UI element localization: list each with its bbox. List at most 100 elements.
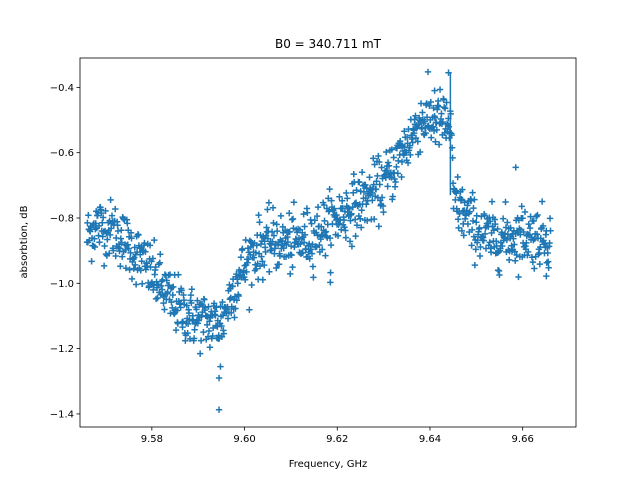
data-point (100, 262, 108, 270)
data-point (117, 263, 124, 270)
data-point (379, 202, 387, 210)
data-point (346, 205, 353, 213)
data-point (150, 282, 157, 289)
data-point (374, 172, 381, 180)
data-point (511, 241, 518, 248)
data-point (364, 217, 371, 224)
data-point (284, 238, 292, 246)
data-point (248, 281, 255, 289)
x-axis: 9.58 9.60 9.62 9.64 9.66 (141, 427, 534, 445)
data-point (366, 174, 373, 181)
data-point (322, 252, 329, 259)
data-point (95, 232, 102, 239)
data-point (316, 241, 323, 249)
data-point (357, 215, 364, 222)
data-point (438, 110, 445, 117)
data-point (270, 219, 277, 227)
data-point (515, 273, 522, 281)
data-point (265, 199, 273, 206)
data-point (459, 186, 466, 193)
y-tick-label: −0.8 (50, 214, 74, 225)
data-point (352, 232, 359, 240)
data-point (164, 288, 171, 296)
data-point (385, 162, 393, 169)
x-axis-label: Frequency, GHz (289, 459, 368, 470)
data-point (91, 235, 98, 243)
data-point (256, 262, 264, 270)
data-point (358, 207, 365, 214)
data-point (128, 235, 135, 242)
data-point (533, 231, 541, 238)
data-point (135, 231, 142, 239)
x-tick-label: 9.58 (141, 434, 163, 445)
data-point (488, 198, 496, 205)
data-point (279, 223, 286, 231)
data-point (470, 233, 478, 240)
data-point (503, 236, 511, 244)
data-point (269, 238, 276, 245)
data-point (300, 239, 308, 246)
data-point (152, 263, 159, 271)
data-point (268, 246, 275, 254)
data-point (98, 209, 105, 217)
data-point (151, 236, 158, 244)
data-point (270, 232, 278, 239)
data-point (210, 300, 218, 307)
data-point (394, 170, 402, 177)
data-point (339, 204, 346, 212)
data-point (342, 227, 349, 234)
data-point (398, 158, 406, 166)
data-point (380, 208, 387, 216)
data-point (290, 199, 298, 206)
data-point (117, 235, 125, 242)
data-point (131, 244, 138, 251)
data-point (435, 97, 442, 105)
data-point (286, 209, 293, 217)
data-point (390, 154, 397, 161)
data-point (326, 234, 334, 242)
data-point (92, 220, 99, 227)
data-point (299, 249, 306, 257)
data-point (481, 230, 489, 238)
data-point (256, 219, 263, 226)
data-point (311, 217, 318, 224)
data-point (456, 210, 463, 217)
data-point (502, 198, 509, 206)
data-point (407, 151, 414, 159)
data-point (317, 235, 325, 243)
data-point (335, 220, 343, 227)
data-point (141, 239, 148, 247)
data-point (237, 254, 245, 261)
data-point (436, 86, 444, 93)
data-point (132, 281, 140, 288)
data-point (464, 202, 471, 209)
data-point (144, 263, 151, 270)
data-point (403, 133, 411, 141)
data-point (370, 155, 377, 162)
data-point (224, 315, 232, 322)
data-point (200, 328, 207, 336)
data-point (543, 272, 550, 280)
data-point (510, 235, 517, 242)
data-point (106, 231, 114, 239)
data-point (158, 286, 166, 293)
data-point (190, 335, 198, 342)
data-point (414, 138, 421, 145)
data-point (138, 280, 146, 287)
data-point (383, 148, 390, 156)
data-point (384, 159, 392, 166)
data-point (96, 239, 103, 246)
data-point (261, 238, 268, 245)
data-point (384, 183, 391, 190)
data-point (99, 214, 107, 221)
data-point (255, 211, 262, 219)
data-point (244, 259, 251, 266)
data-point (206, 344, 214, 351)
data-point (245, 256, 252, 263)
data-point (239, 245, 246, 253)
data-point (347, 217, 354, 224)
data-point (126, 266, 133, 273)
data-point (215, 374, 223, 382)
data-point (472, 246, 479, 253)
data-point (233, 297, 241, 304)
